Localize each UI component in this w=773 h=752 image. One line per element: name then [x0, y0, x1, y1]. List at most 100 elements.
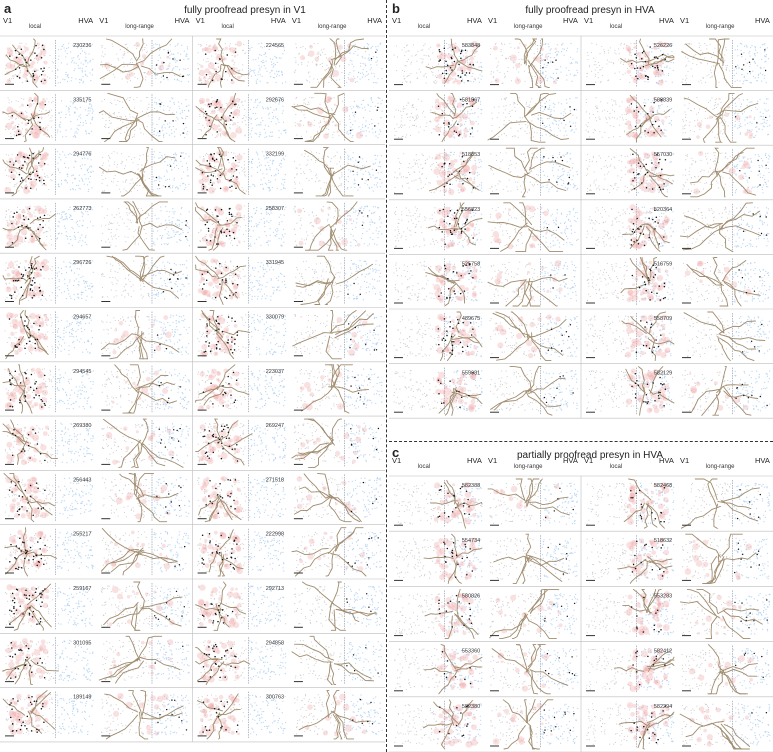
panel-a-label: a	[4, 1, 11, 16]
morphology-panel-cell	[585, 535, 675, 584]
cell-id-label: 516759	[654, 261, 672, 267]
morphology-panel-cell	[681, 366, 771, 416]
panel-c-title: partially proofread presyn in HVA	[440, 450, 740, 461]
morphology-panel-cell	[393, 149, 483, 196]
morphology-panel-cell	[489, 366, 579, 416]
morphology-panel-cell	[98, 92, 190, 143]
cell-id-label: 582380	[462, 704, 480, 710]
cell-id-label: 518632	[654, 538, 672, 544]
cell-id-label: 262773	[73, 206, 91, 212]
column-right-label: HVA	[175, 16, 190, 25]
morphology-panel-cell	[2, 202, 94, 251]
morphology-panel-cell	[3, 472, 94, 523]
column-right-label: HVA	[271, 16, 286, 25]
cell-id-label: 582294	[654, 704, 672, 710]
column-middle-label: local	[418, 464, 430, 470]
morphology-panel-cell	[489, 38, 579, 89]
morphology-panel-cell	[586, 588, 675, 638]
morphology-panel-cell	[682, 256, 771, 307]
morphology-panel-cell	[488, 147, 579, 198]
morphology-panel-cell	[586, 700, 675, 750]
morphology-panel-cell	[293, 472, 383, 523]
morphology-panel-cell	[487, 478, 579, 528]
cell-id-label: 580826	[462, 593, 480, 599]
cell-id-label: 294776	[73, 152, 91, 158]
column-middle-label: long-range	[318, 24, 347, 30]
morphology-panel-cell	[487, 258, 578, 307]
column-right-label: HVA	[467, 16, 482, 25]
morphology-panel-cell	[681, 644, 771, 695]
morphology-panel-cell	[293, 255, 382, 305]
morphology-panel-cell	[2, 92, 94, 143]
column-left-label: V1	[584, 16, 593, 25]
cell-id-label: 224565	[266, 43, 284, 49]
morphology-panel-cell	[2, 690, 94, 738]
morphology-panel-cell	[585, 94, 675, 143]
morphology-panel-cell	[2, 147, 94, 197]
morphology-panel-cell	[679, 588, 771, 640]
morphology-panel-cell	[393, 38, 483, 87]
morphology-panel-cell	[2, 637, 94, 686]
cell-id-label: 294545	[73, 369, 91, 375]
column-middle-label: local	[610, 464, 622, 470]
column-middle-label: long-range	[706, 24, 735, 30]
morphology-panel-cell	[293, 690, 383, 740]
cell-id-label: 269380	[73, 423, 91, 429]
morphology-panel-cell	[487, 202, 579, 252]
morphology-panel-cell	[99, 38, 191, 88]
morphology-panel-cell	[393, 258, 483, 307]
morphology-panel-cell	[101, 690, 190, 740]
cell-id-label: 583848	[462, 43, 480, 49]
cell-id-label: 223037	[266, 369, 284, 375]
column-middle-label: long-range	[125, 24, 154, 30]
cell-id-label: 525758	[462, 261, 480, 267]
morphology-panel-cell	[293, 147, 383, 197]
cell-id-label: 582388	[462, 483, 480, 489]
morphology-panel-cell	[489, 588, 579, 640]
column-left-label: V1	[99, 16, 108, 25]
column-left-label: V1	[392, 456, 401, 465]
cell-id-label: 553283	[654, 593, 672, 599]
morphology-panel-cell	[393, 479, 483, 529]
cell-id-label: 301095	[73, 640, 91, 646]
morphology-panel-cell	[197, 38, 287, 88]
morphology-panel-cell	[197, 528, 285, 577]
morphology-panel-cell	[101, 472, 191, 523]
morphology-panel-cell	[4, 310, 93, 360]
morphology-panel-cell	[291, 635, 383, 686]
vertical-dashed-divider	[386, 0, 387, 752]
morphology-panel-cell	[195, 418, 287, 467]
column-middle-label: local	[29, 24, 41, 30]
morphology-panel-cell	[682, 147, 771, 198]
column-right-label: HVA	[563, 16, 578, 25]
morphology-panel-cell	[679, 202, 770, 252]
morphology-panel-cell	[100, 201, 191, 251]
morphology-panel-cell	[679, 700, 771, 750]
column-left-label: V1	[584, 456, 593, 465]
morphology-panel-cell	[293, 201, 383, 251]
column-right-label: HVA	[563, 456, 578, 465]
morphology-panel-cell	[680, 478, 771, 529]
cell-id-label: 258307	[266, 206, 284, 212]
cell-id-label: 296726	[73, 260, 91, 266]
column-right-label: HVA	[467, 456, 482, 465]
morphology-panel-cell	[101, 418, 190, 468]
morphology-panel-cell	[4, 38, 94, 88]
column-left-label: V1	[196, 16, 205, 25]
morphology-panel-cell	[487, 93, 578, 143]
panel-a-title: fully proofread presyn in V1	[110, 5, 380, 16]
cell-id-label: 520364	[654, 207, 672, 213]
column-left-label: V1	[392, 16, 401, 25]
morphology-panel-cell	[291, 418, 383, 468]
cell-id-label: 292676	[266, 97, 284, 103]
cell-id-label: 518853	[462, 152, 480, 158]
morphology-panel-cell	[393, 311, 483, 362]
column-middle-label: local	[418, 24, 430, 30]
morphology-panel-cell	[394, 533, 483, 584]
cell-id-label: 553360	[462, 649, 480, 655]
panel-b-label: b	[392, 1, 400, 16]
column-left-label: V1	[680, 16, 689, 25]
morphology-panel-cell	[2, 364, 94, 414]
morphology-panel-cell	[2, 419, 94, 467]
